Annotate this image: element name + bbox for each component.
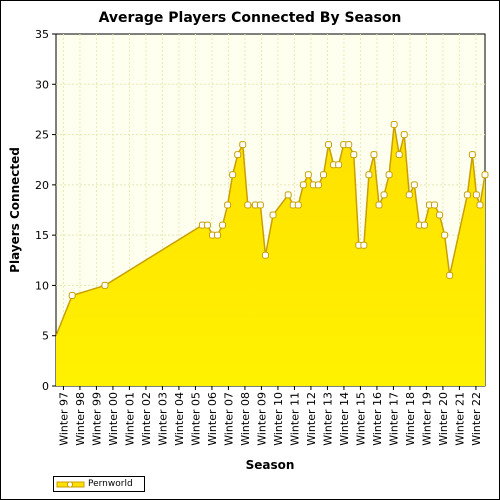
data-point [234,151,242,159]
y-tick-label: 0 [42,380,49,393]
x-tick-label: Winter 20 [437,392,450,446]
data-point [256,201,264,209]
x-axis-label: Season [246,458,295,472]
x-tick-label: Winter 01 [123,392,136,446]
data-point [400,131,408,139]
data-point [472,191,480,199]
data-point [395,151,403,159]
data-point [284,191,292,199]
data-point [314,181,322,189]
x-tick-label: Winter 05 [189,392,202,446]
x-tick-label: Winter 97 [57,392,70,446]
chart-title: Average Players Connected By Season [99,10,402,26]
data-point [360,241,368,249]
data-point [420,221,428,229]
data-point [370,151,378,159]
data-point [325,141,333,149]
data-point [269,211,277,219]
y-tick-label: 20 [35,179,49,192]
data-point [229,171,237,179]
y-tick-label: 30 [35,78,49,91]
series-markers [68,121,489,299]
data-point [410,181,418,189]
y-tick-label: 15 [35,229,49,242]
data-point [476,201,484,209]
data-point [481,171,489,179]
x-tick-label: Winter 02 [140,392,153,446]
x-tick-label: Winter 21 [453,392,466,446]
data-point [350,151,358,159]
data-point [431,201,439,209]
data-point [101,281,109,289]
y-tick-label: 25 [35,129,49,142]
x-tick-label: Winter 10 [272,392,285,446]
x-tick-label: Winter 15 [354,392,367,446]
x-tick-label: Winter 07 [222,392,235,446]
x-axis: Winter 97 Winter 98 Winter 99 Winter 00 Wint… [57,386,483,446]
data-point [203,221,211,229]
data-point [299,181,307,189]
data-point [244,201,252,209]
y-axis-label: Players Connected [8,147,22,273]
x-tick-label: Winter 09 [255,392,268,446]
x-tick-label: Winter 99 [90,392,103,446]
x-tick-label: Winter 16 [371,392,384,446]
x-tick-label: Winter 14 [338,392,351,446]
x-tick-label: Winter 13 [321,392,334,446]
data-point [219,221,227,229]
x-tick-label: Winter 04 [173,392,186,446]
data-point [224,201,232,209]
data-point [261,251,269,259]
data-point [390,121,398,129]
data-point [375,201,383,209]
data-point [345,141,353,149]
area-fill [56,124,485,386]
data-point [463,191,471,199]
data-point [68,291,76,299]
x-tick-label: Winter 98 [74,392,87,446]
data-point [405,191,413,199]
data-point [294,201,302,209]
x-tick-label: Winter 12 [305,392,318,446]
data-point [446,271,454,279]
x-tick-label: Winter 00 [107,392,120,446]
x-tick-label: Winter 17 [387,392,400,446]
legend: Pernworld [53,476,145,492]
x-tick-label: Winter 03 [156,392,169,446]
data-point [436,211,444,219]
data-point [380,191,388,199]
legend-swatch [56,481,85,488]
y-tick-label: 35 [35,28,49,41]
data-point [214,231,222,239]
legend-label: Pernworld [88,479,133,489]
data-point [304,171,312,179]
data-point [365,171,373,179]
x-tick-label: Winter 06 [206,392,219,446]
x-tick-label: Winter 11 [288,392,301,446]
data-point [385,171,393,179]
y-tick-label: 10 [35,279,49,292]
x-tick-label: Winter 22 [470,392,483,446]
x-tick-label: Winter 08 [239,392,252,446]
y-tick-label: 5 [42,330,49,343]
x-tick-label: Winter 18 [404,392,417,446]
y-axis: 0 5 10 15 20 25 30 35 [35,28,56,393]
data-point [239,141,247,149]
data-point [468,151,476,159]
x-tick-label: Winter 19 [420,392,433,446]
data-point [335,161,343,169]
data-point [441,231,449,239]
data-point [319,171,327,179]
